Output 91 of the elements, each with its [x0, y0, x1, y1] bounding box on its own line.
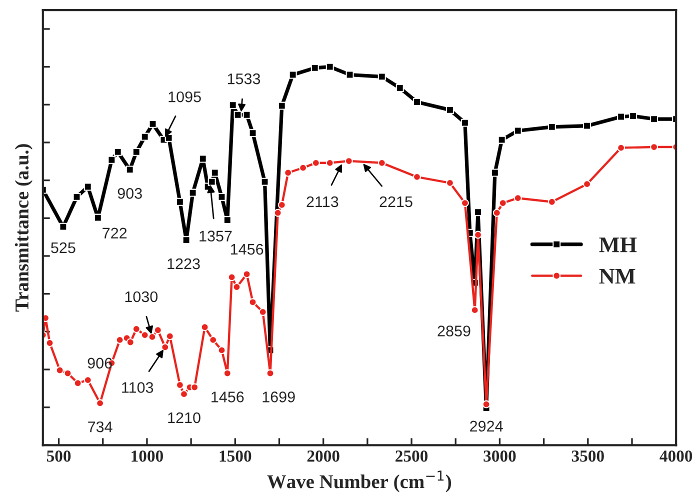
point [64, 369, 72, 378]
annotation: 2113 [306, 196, 338, 208]
point [460, 199, 469, 208]
point [132, 148, 140, 156]
point [218, 346, 226, 354]
annotation: 1210 [168, 412, 200, 424]
point [299, 164, 308, 172]
point [198, 154, 207, 163]
point [260, 178, 269, 186]
annotation: 734 [88, 421, 112, 432]
point [378, 72, 386, 81]
point [140, 132, 149, 141]
point [210, 168, 219, 177]
point [59, 222, 68, 231]
x-tick-label: 3500 [572, 450, 604, 462]
point [288, 70, 297, 79]
x-tick-label: 1500 [220, 450, 252, 462]
annotation: 903 [118, 188, 142, 199]
point [278, 102, 286, 110]
point [228, 273, 236, 282]
point [200, 323, 209, 332]
point [94, 214, 102, 222]
legend-label: NM [599, 268, 636, 284]
annotation: 1699 [262, 392, 295, 402]
point [209, 336, 218, 344]
point [258, 308, 267, 316]
point [482, 400, 490, 408]
point [617, 112, 626, 121]
point [126, 338, 134, 346]
point [413, 98, 421, 106]
x-tick-label: 2000 [307, 450, 340, 462]
annotation: 1103 [122, 382, 154, 393]
x-tick-label: 500 [46, 450, 71, 462]
annotation: 2215 [380, 196, 412, 208]
point [278, 200, 286, 209]
point [498, 136, 506, 144]
point [154, 326, 162, 334]
point [514, 126, 522, 135]
point [629, 112, 638, 120]
point [108, 156, 116, 164]
point [583, 122, 592, 130]
annotation: 1456 [212, 392, 244, 402]
annotation: 1030 [125, 291, 158, 302]
annotation: 1223 [168, 258, 200, 270]
point [248, 298, 257, 306]
point [326, 62, 334, 71]
point [132, 325, 140, 333]
legend-label: MH [599, 238, 637, 252]
x-axis-title: Wave Number (cm$^{−1}$) [267, 470, 452, 492]
point [617, 144, 626, 152]
point [234, 110, 242, 119]
annotation: 1095 [168, 91, 201, 102]
point [284, 168, 292, 177]
point [460, 118, 469, 127]
annotation: 2924 [470, 420, 503, 432]
point [161, 343, 170, 352]
point [498, 199, 507, 208]
point [228, 101, 237, 110]
point [242, 270, 251, 278]
point [266, 369, 274, 378]
point [84, 182, 92, 191]
point [188, 188, 197, 197]
annotation: 1533 [228, 73, 260, 84]
point [396, 84, 404, 92]
point [248, 129, 257, 138]
annotation: 1357 [200, 230, 232, 242]
point [208, 178, 216, 186]
x-tick-label: 2500 [396, 450, 428, 462]
annotation: 525 [51, 242, 76, 254]
point [166, 332, 174, 340]
point [492, 208, 501, 217]
point [274, 208, 282, 217]
point [223, 369, 232, 378]
point [46, 339, 54, 347]
y-axis-title: Transmittance (a.u.) [14, 144, 32, 312]
annotation: 722 [102, 228, 127, 238]
point [218, 192, 226, 201]
x-tick-label: 3000 [484, 450, 516, 462]
point [56, 366, 64, 374]
point [232, 283, 241, 291]
point [126, 166, 134, 174]
x-tick-label: 4000 [660, 450, 692, 462]
x-tick-label: 1000 [132, 450, 163, 462]
point [346, 70, 354, 79]
point [242, 110, 251, 119]
point [548, 198, 556, 206]
point [148, 332, 156, 341]
annotation: 1456 [231, 244, 264, 255]
point [72, 192, 81, 201]
annotation: 2859 [438, 326, 470, 336]
point [84, 376, 92, 384]
